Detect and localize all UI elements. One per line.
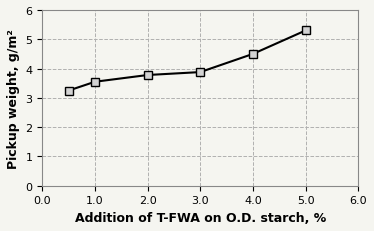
X-axis label: Addition of T-FWA on O.D. starch, %: Addition of T-FWA on O.D. starch, %: [75, 211, 326, 224]
Y-axis label: Pickup weight, g/m²: Pickup weight, g/m²: [7, 29, 20, 168]
